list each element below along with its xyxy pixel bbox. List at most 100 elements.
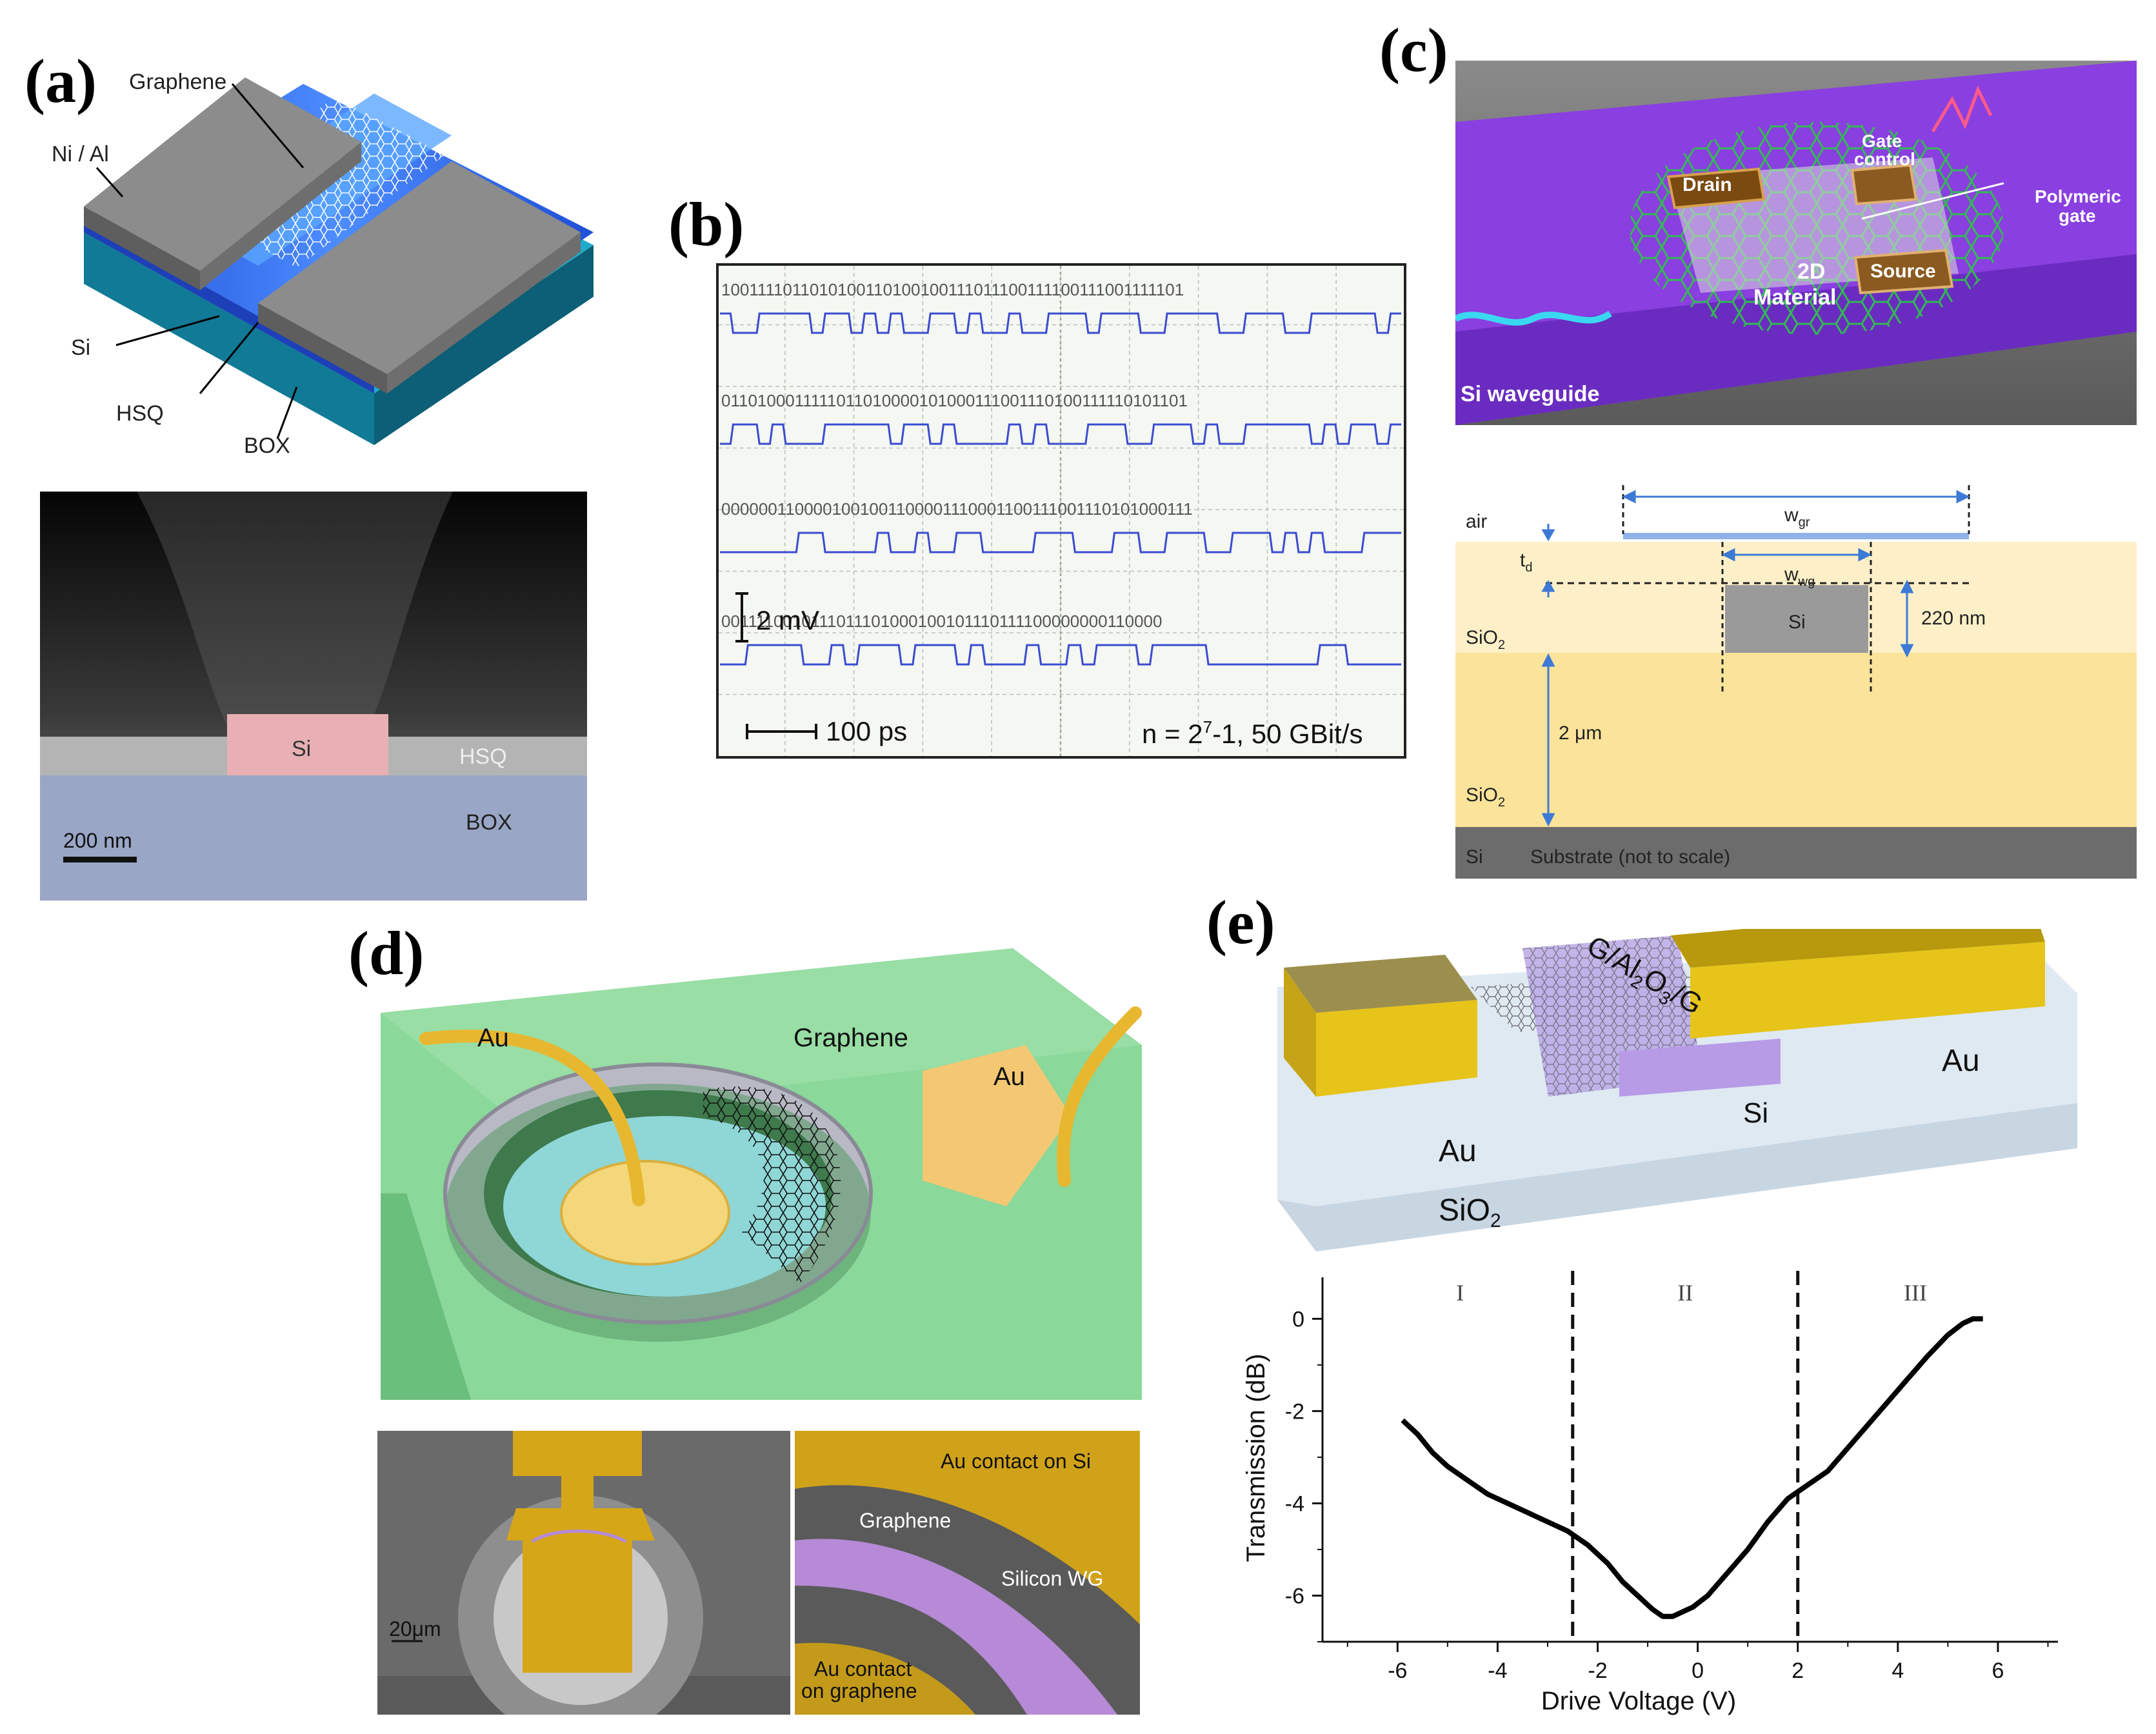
chart-x-label: Drive Voltage (V)	[1541, 1687, 1736, 1715]
transmission-series-line	[1401, 1316, 1983, 1619]
sio2-label: SiO2	[1439, 1193, 1501, 1231]
panel-b-letter: (b)	[668, 190, 744, 259]
region-label-2: II	[1677, 1280, 1693, 1306]
box-thickness-label: 2 μm	[1559, 722, 1602, 744]
sem-silicon-wg-label: Silicon WG	[1001, 1567, 1103, 1590]
y-tick-label-2: -4	[1285, 1491, 1304, 1516]
pattern-label: n = 27-1, 50 GBit/s	[1142, 717, 1362, 749]
x-tick-label-3: 0	[1692, 1659, 1704, 1683]
x-tick-label-6: 6	[1991, 1659, 2004, 1683]
si-substrate	[1455, 827, 2137, 879]
sem-si-label: Si	[292, 737, 311, 761]
source-pad	[1853, 248, 1954, 295]
air-label: air	[1466, 511, 1487, 532]
output-light-icon	[1931, 85, 1993, 133]
gate-control-label-1: Gate	[1862, 131, 1902, 151]
td-label: td	[1520, 550, 1532, 575]
si-core-label: Si	[1788, 612, 1806, 633]
polymeric-gate-label-2: gate	[2059, 206, 2096, 226]
bitstream-2: 0110100011111011010000101000111001110100…	[721, 391, 1188, 410]
panel-d-sem-right: Au contact on Si Graphene Silicon WG Au …	[795, 1431, 1140, 1715]
sio2-box	[1455, 653, 2137, 827]
bitstream-3: 0000001100001001001100001110001100111001…	[721, 499, 1193, 519]
panel-c-3d: Drain Gate control Polymeric gate Source…	[1455, 61, 2137, 425]
box-layer-side	[374, 245, 594, 445]
sem-au-on-graphene	[795, 1642, 975, 1715]
region-label-1: I	[1456, 1280, 1464, 1306]
si-core	[1725, 585, 1868, 653]
sem-si-core	[227, 714, 388, 775]
y-tick-label-0: 0	[1292, 1307, 1304, 1331]
au-wire-right	[1057, 1006, 1142, 1187]
si-waveguide-label: Si waveguide	[1461, 382, 1599, 406]
au-left-label: Au	[477, 1024, 509, 1052]
core-thickness-label: 220 nm	[1921, 608, 1986, 629]
sem-graphene-label: Graphene	[859, 1509, 951, 1532]
au-wire-left	[419, 1029, 645, 1206]
si-ridge	[1619, 1039, 1781, 1097]
sem-au-pad	[523, 1534, 632, 1673]
label-box: BOX	[244, 434, 290, 458]
sem-d-scale-label: 20μm	[389, 1617, 441, 1640]
source-label: Source	[1870, 261, 1936, 282]
gate-control-pad	[1850, 163, 1918, 206]
panel-d-sem-left: 20μm	[377, 1431, 790, 1715]
eye-trace-1	[720, 312, 1401, 334]
label-graphene: Graphene	[129, 70, 226, 94]
x-tick-label-4: 2	[1792, 1659, 1804, 1683]
au-center-pad	[560, 1160, 730, 1266]
graphene-label: Graphene	[794, 1024, 908, 1052]
label-ni-al: Ni / Al	[52, 142, 109, 166]
sio2-label-top: SiO2	[1466, 627, 1505, 652]
sem-box-label: BOX	[466, 810, 512, 835]
x-tick-label-2: -2	[1588, 1659, 1607, 1683]
si-substrate-label: Si	[1466, 846, 1483, 868]
x-tick-label-1: -4	[1488, 1659, 1507, 1683]
au-right-label: Au	[1942, 1044, 1980, 1078]
au-right-pad	[923, 1045, 1071, 1206]
au-left-label: Au	[1439, 1134, 1477, 1168]
sio2-label-bottom: SiO2	[1466, 784, 1505, 810]
panel-a-letter: (a)	[25, 46, 97, 115]
drain-label: Drain	[1682, 174, 1732, 195]
panel-b-scope: 1001111011010100110100100111011100111100…	[716, 263, 1406, 759]
panel-e-letter: (e)	[1206, 888, 1275, 957]
sem-scale-bar	[63, 857, 137, 862]
sem-au-graphene-label-2: on graphene	[801, 1679, 917, 1702]
au-left-top	[1284, 955, 1477, 1013]
substrate-label: Substrate (not to scale)	[1530, 846, 1730, 868]
contact-left	[84, 77, 361, 271]
panel-d-letter: (d)	[348, 919, 424, 988]
si-label: Si	[1743, 1097, 1768, 1129]
sem-au-graphene-label-1: Au contact	[814, 1657, 912, 1680]
graphene-layer	[703, 1086, 841, 1284]
polymeric-gate-label-1: Polymeric	[2035, 186, 2121, 206]
sem-silicon-wg	[795, 1539, 1117, 1715]
material-label-2: Material	[1753, 285, 1837, 310]
panel-c-cross-section: air td wgr wwg SiO2 Si 220 nm 2 μm SiO2 …	[1455, 485, 2137, 879]
drain-pad	[1666, 167, 1766, 210]
w-gr-label: wgr	[1784, 504, 1810, 530]
sem-au-si-label: Au contact on Si	[941, 1450, 1091, 1473]
panel-e-schematic: G/Al2O3/G Au Au Si SiO2	[1277, 929, 2077, 1251]
material-label-1: 2D	[1797, 259, 1825, 284]
chart-y-label: Transmission (dB)	[1242, 1353, 1270, 1562]
x-tick-label-5: 4	[1891, 1659, 1904, 1683]
label-si: Si	[71, 335, 90, 360]
au-right-block	[1690, 942, 2045, 1039]
label-hsq: HSQ	[116, 401, 164, 426]
au-left-block	[1316, 1000, 1477, 1097]
au-right-top	[1671, 929, 2045, 968]
au-right-label: Au	[993, 1062, 1025, 1091]
panel-d-schematic: Au Graphene Au	[381, 948, 1142, 1400]
gate-control-label-2: control	[1854, 149, 1915, 169]
contact-right	[258, 161, 581, 374]
panel-a-sem: Si HSQ BOX 200 nm	[40, 492, 587, 901]
sem-hsq-label: HSQ	[459, 744, 507, 769]
eye-trace-4	[720, 644, 1401, 666]
transmission-chart: -6 -4 -2 0 2 4 6 0 -2 -4 -6 Drive Voltage (V) Tran…	[1242, 1271, 2058, 1715]
time-scale-label: 100 ps	[826, 716, 907, 746]
graphene-strip	[1623, 533, 1969, 539]
y-tick-label-3: -6	[1285, 1584, 1304, 1608]
input-light-icon	[1455, 310, 1612, 326]
